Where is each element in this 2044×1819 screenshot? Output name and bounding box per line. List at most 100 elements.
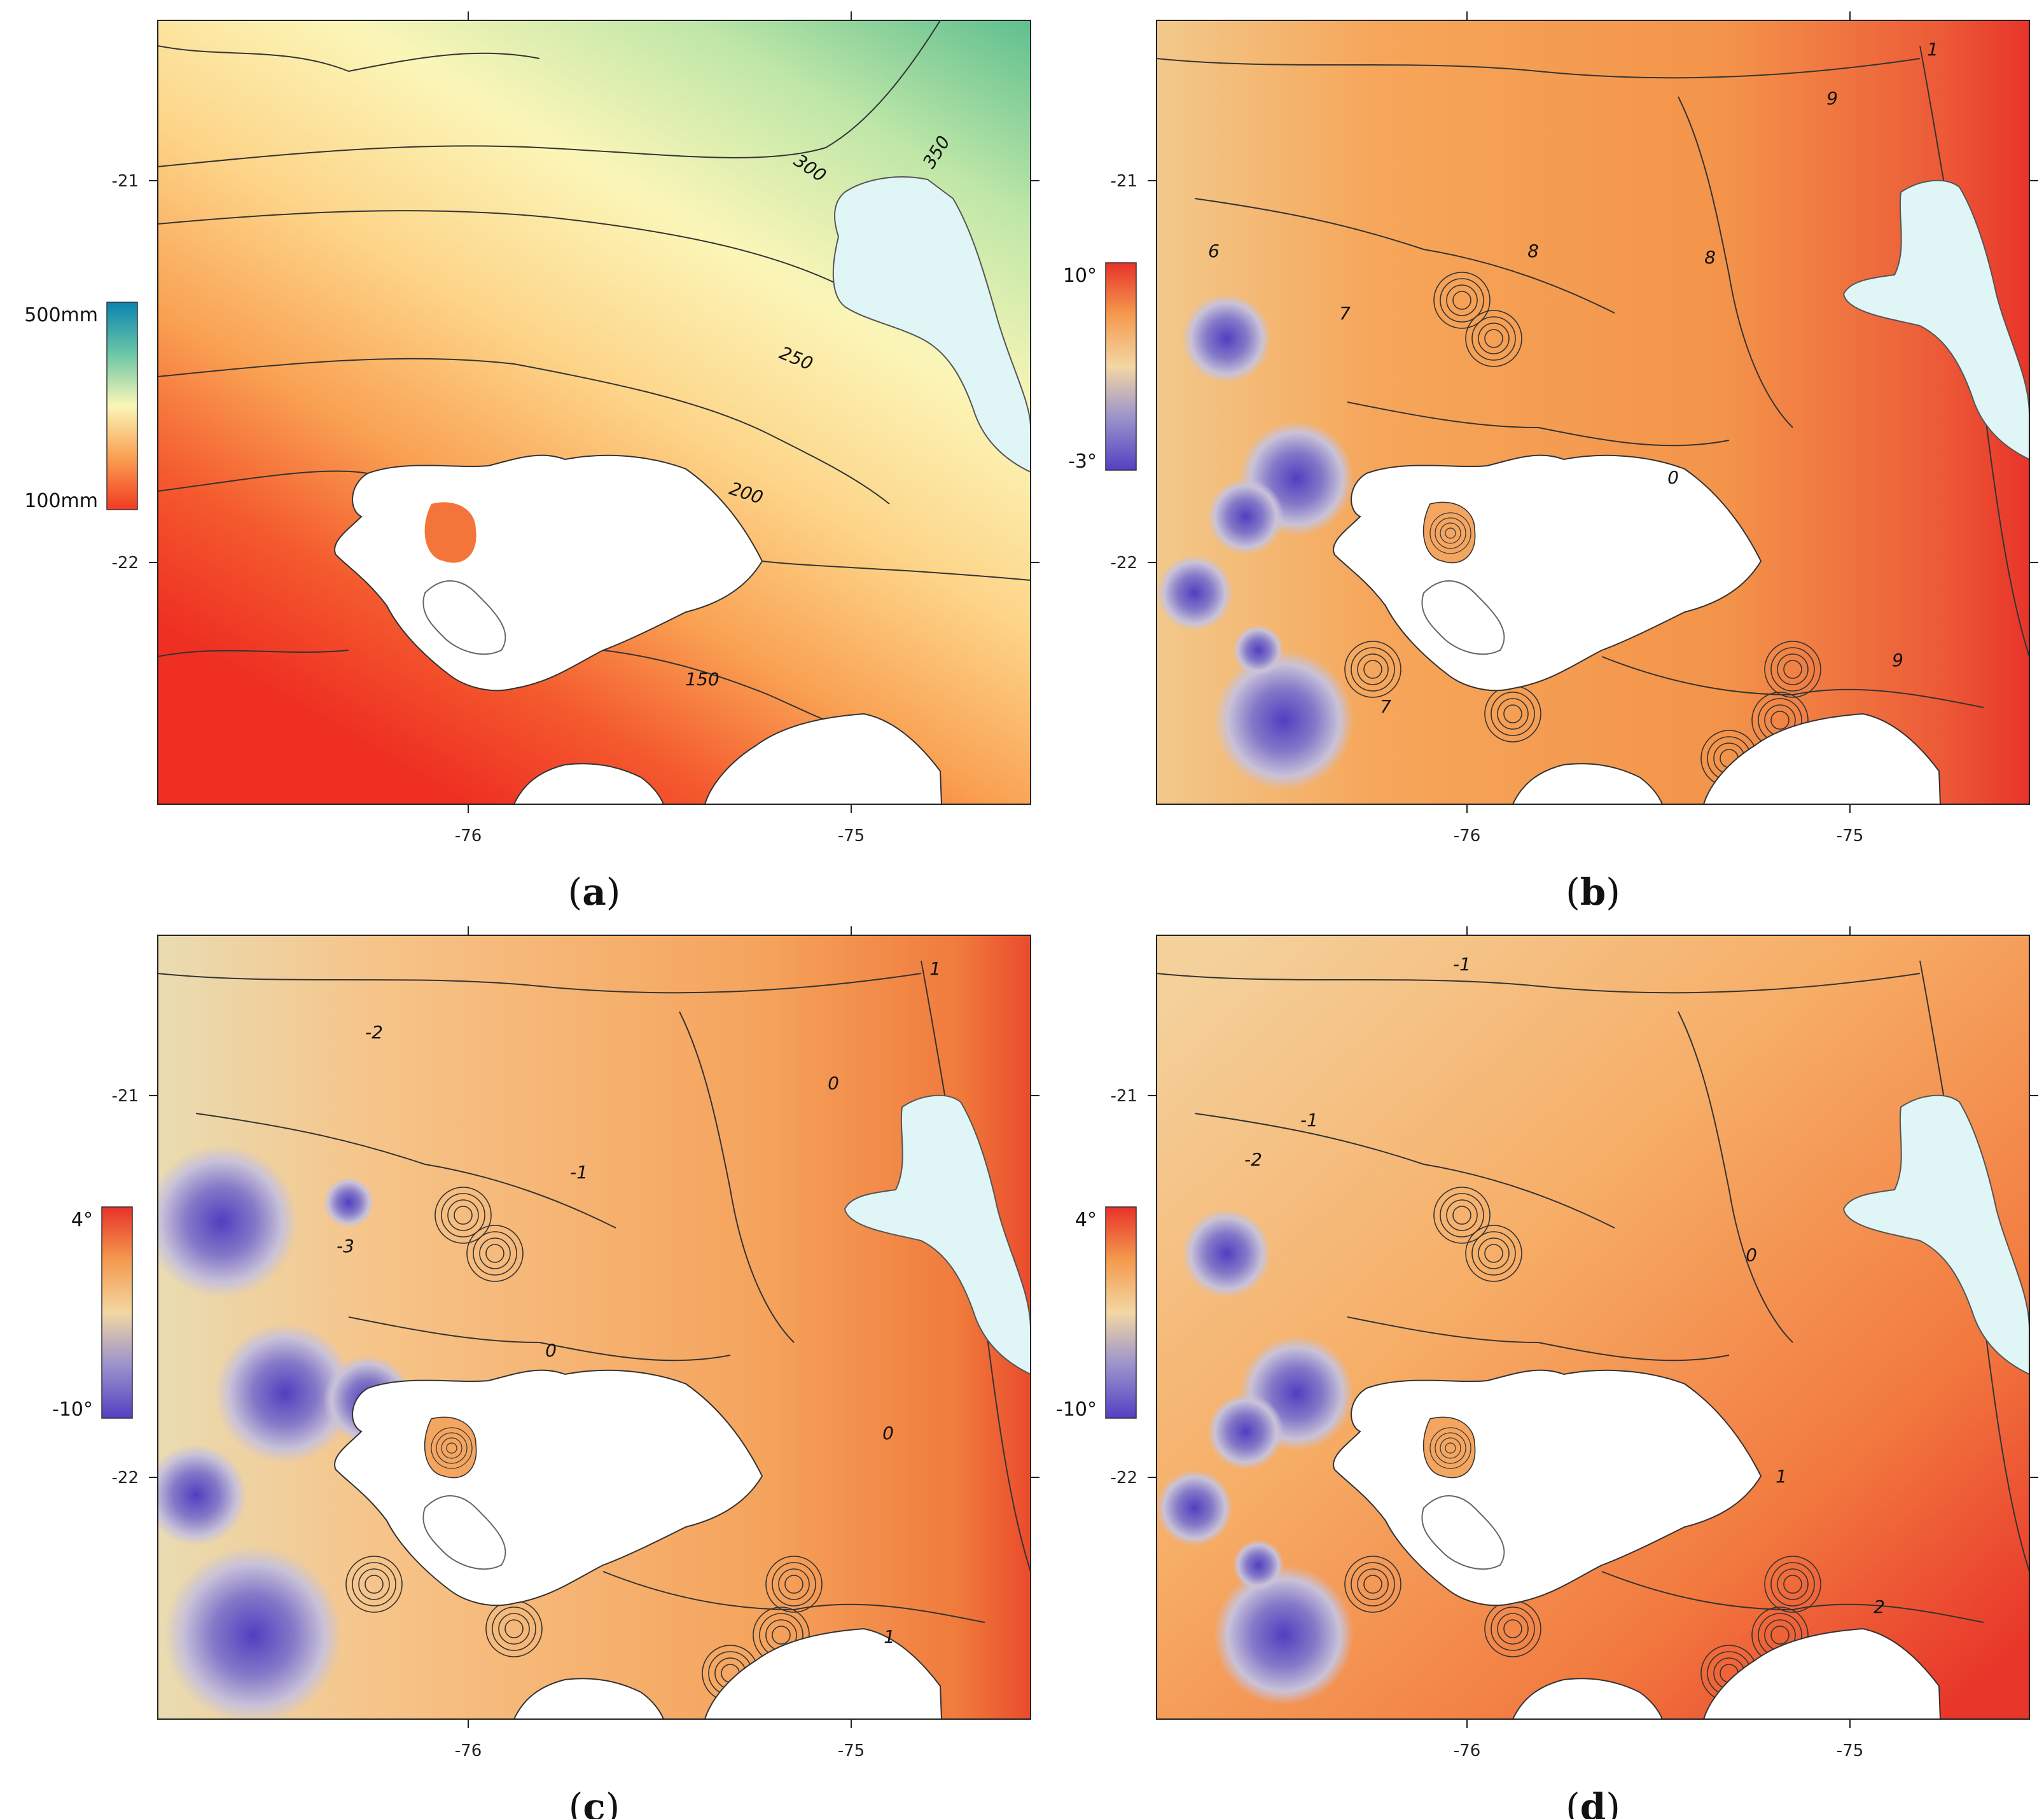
lake-northeast xyxy=(844,1094,1031,1376)
hill-contour xyxy=(1484,329,1503,348)
hill-contour xyxy=(1433,1187,1491,1244)
lat-tick-label: -21 xyxy=(1111,172,1137,191)
hill-contour xyxy=(765,1556,823,1613)
contour-line xyxy=(158,358,890,505)
lon-tick-label: -75 xyxy=(838,826,865,846)
hill-contour xyxy=(358,1568,390,1600)
legend-max-label: 4° xyxy=(1075,1209,1097,1231)
south-white-area xyxy=(1512,1678,1664,1719)
legend-min-label: -10° xyxy=(1056,1398,1097,1421)
cold-zone xyxy=(323,1177,374,1228)
hill-contour xyxy=(1433,272,1491,329)
map-frame xyxy=(157,20,1031,805)
inner-shoreline xyxy=(1421,1495,1505,1570)
lon-tick-label: -76 xyxy=(1454,1741,1480,1760)
cold-zone xyxy=(158,1444,247,1546)
cold-zone xyxy=(1207,1393,1284,1470)
contour-value-label: 7 xyxy=(1380,696,1391,717)
legend-min-label: -3° xyxy=(1068,450,1097,473)
lake-northeast xyxy=(1842,1094,2029,1376)
legend-c: 4° -10° xyxy=(52,1206,133,1421)
contour-line xyxy=(158,973,922,994)
panel-label: (a) xyxy=(568,870,621,914)
inner-shoreline xyxy=(422,1495,506,1570)
contour-value-label: -2 xyxy=(365,1022,383,1043)
hill-contour xyxy=(1491,1606,1535,1651)
legend-max-label: 10° xyxy=(1063,265,1097,287)
hill-contour xyxy=(345,1556,403,1613)
island-contour xyxy=(1429,1427,1471,1469)
contour-value-label: 9 xyxy=(1826,88,1838,109)
island-contour xyxy=(1435,1432,1466,1464)
contour-value-label: 0 xyxy=(1667,467,1679,488)
hill-contour xyxy=(784,1575,803,1594)
hill-contour xyxy=(1770,1626,1790,1645)
hill-contour xyxy=(1446,284,1478,316)
hill-contour xyxy=(1452,1206,1471,1225)
hill-contour xyxy=(1777,653,1809,685)
map-frame xyxy=(157,935,1031,1720)
hill-contour xyxy=(1478,323,1510,354)
contour-value-label: 0 xyxy=(828,1073,839,1094)
hill-contour xyxy=(365,1575,384,1594)
hill-contour xyxy=(435,1187,492,1244)
legend-max-label: 4° xyxy=(71,1209,93,1231)
legend-max-label: 500mm xyxy=(24,304,98,326)
cold-zone xyxy=(215,1323,355,1463)
contour-line xyxy=(1194,198,1615,314)
legend-color-ramp xyxy=(106,302,138,510)
hill-contour xyxy=(1770,1562,1815,1606)
cold-zone xyxy=(1207,478,1284,555)
panel-label: (b) xyxy=(1566,870,1620,914)
lon-tick-label: -75 xyxy=(838,1741,865,1760)
hill-contour xyxy=(778,1568,810,1600)
island-contour xyxy=(431,1427,473,1469)
contour-value-label: 7 xyxy=(1339,303,1351,324)
southeast-white-area xyxy=(1702,1627,1942,1719)
contour-line xyxy=(1678,96,1793,428)
contour-line xyxy=(158,45,540,73)
lon-tick-label: -75 xyxy=(1837,1741,1863,1760)
hill-contour xyxy=(1491,692,1535,736)
lat-tick-label: -22 xyxy=(112,1468,139,1488)
contour-value-label: 9 xyxy=(1892,650,1903,671)
hill-contour xyxy=(772,1626,791,1645)
contour-value-label: 8 xyxy=(1704,247,1716,268)
hill-contour xyxy=(1764,1556,1821,1613)
hill-contour xyxy=(1440,278,1484,323)
island-contour xyxy=(441,1437,462,1459)
contour-value-label: 0 xyxy=(882,1423,894,1444)
hill-contour xyxy=(447,1199,479,1231)
hill-contour xyxy=(1783,660,1802,679)
hill-contour xyxy=(1497,1613,1529,1645)
lon-tick-label: -75 xyxy=(1837,826,1863,846)
contour-value-label: 2 xyxy=(1874,1596,1885,1617)
hill-contour xyxy=(1471,316,1516,361)
island-contour xyxy=(1429,512,1471,554)
hill-contour xyxy=(1503,1619,1522,1638)
cold-zone xyxy=(1233,1540,1284,1591)
cold-zone xyxy=(1214,1565,1354,1705)
island-contour xyxy=(436,1432,468,1464)
southeast-white-area xyxy=(704,1627,943,1719)
hill-contour xyxy=(1446,1199,1478,1231)
inner-shoreline xyxy=(422,580,506,655)
contour-value-label: 1 xyxy=(929,958,941,979)
cold-zone xyxy=(1214,650,1354,790)
contour-value-label: 0 xyxy=(1746,1244,1757,1265)
hill-contour xyxy=(1344,641,1401,698)
island-contour xyxy=(1435,517,1466,549)
cold-zone xyxy=(1182,1209,1271,1298)
hill-contour xyxy=(1764,641,1821,698)
contour-value-label: -1 xyxy=(1453,954,1471,975)
inner-shoreline xyxy=(1421,580,1505,655)
panel-label: (d) xyxy=(1566,1785,1620,1819)
southeast-white-area xyxy=(1702,713,1942,804)
legend-min-label: -10° xyxy=(52,1398,93,1421)
hill-contour xyxy=(1770,647,1815,692)
legend-min-label: 100mm xyxy=(24,490,98,512)
legend-color-ramp xyxy=(1105,262,1137,471)
hill-contour xyxy=(498,1613,530,1645)
hill-contour xyxy=(772,1562,816,1606)
southeast-white-area xyxy=(704,713,943,804)
